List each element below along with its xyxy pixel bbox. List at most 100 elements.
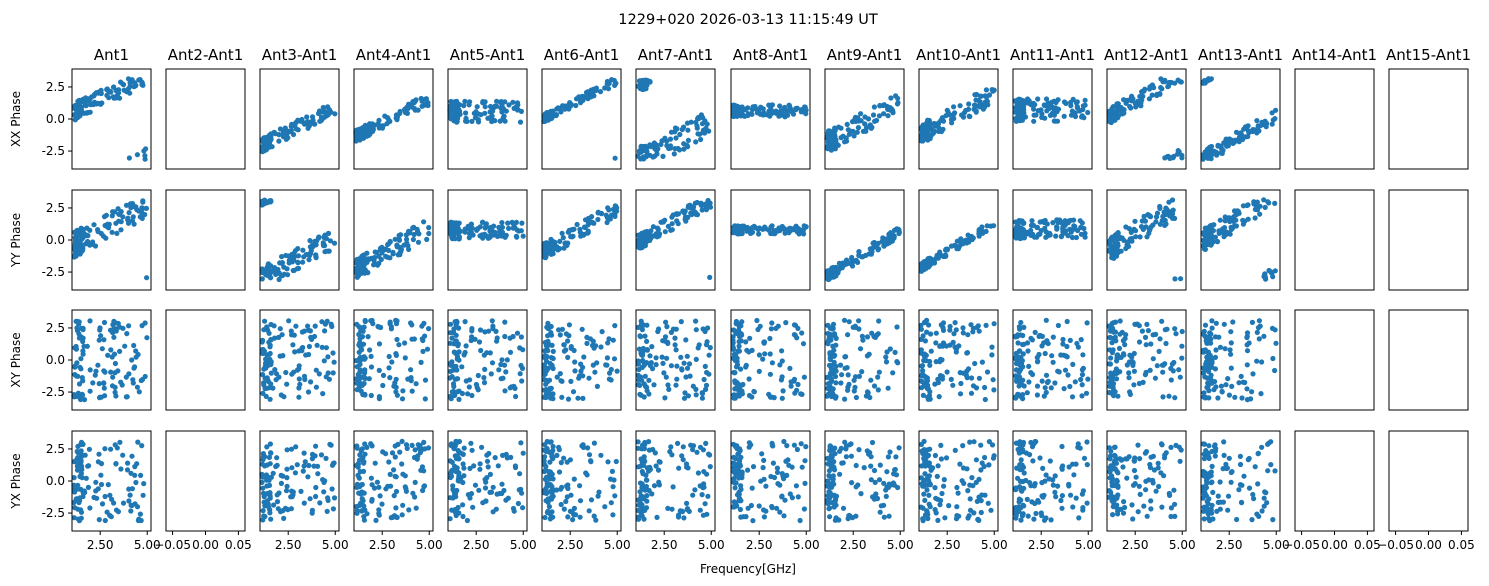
scatter-point (684, 365, 691, 371)
scatter-point (825, 276, 831, 282)
scatter-point (399, 512, 405, 518)
scatter-point (1254, 118, 1260, 124)
scatter-point (1049, 99, 1055, 105)
scatter-point (520, 233, 526, 239)
scatter-point (499, 102, 505, 109)
scatter-point (653, 231, 659, 237)
scatter-point (827, 355, 833, 361)
y-tick-label: 0.0 (46, 112, 65, 126)
scatter-point (416, 231, 422, 237)
scatter-point (951, 331, 957, 337)
scatter-point (965, 332, 971, 338)
scatter-point (825, 145, 831, 151)
scatter-point (1223, 138, 1229, 144)
scatter-point (924, 317, 930, 323)
figure-suptitle: 1229+020 2026-03-13 11:15:49 UT (618, 12, 878, 28)
scatter-point (454, 113, 461, 119)
scatter-point (667, 145, 673, 151)
scatter-point (426, 326, 432, 332)
scatter-point (492, 118, 498, 124)
scatter-point (494, 98, 500, 104)
scatter-point (642, 333, 648, 339)
scatter-point (120, 500, 127, 506)
scatter-point (118, 227, 124, 233)
scatter-point (91, 222, 97, 228)
scatter-point (960, 241, 966, 247)
scatter-point (81, 343, 87, 349)
scatter-point (1115, 233, 1121, 239)
scatter-point (683, 218, 689, 224)
scatter-point (893, 93, 899, 99)
scatter-point (828, 376, 834, 382)
scatter-panel: 2.50 5.00 (353, 430, 443, 552)
scatter-point (1042, 115, 1048, 121)
scatter-point (71, 246, 77, 252)
scatter-point (462, 319, 468, 325)
scatter-point (325, 104, 331, 110)
scatter-point (460, 513, 466, 520)
scatter-point (1205, 155, 1211, 161)
scatter-point (673, 382, 679, 388)
scatter-point (1142, 334, 1149, 340)
scatter-point (1064, 354, 1070, 360)
axes-frame (635, 189, 716, 291)
scatter-panel (1012, 68, 1093, 170)
scatter-point (305, 389, 312, 395)
scatter-point (663, 319, 669, 325)
scatter-point (885, 385, 891, 391)
scatter-point (792, 390, 798, 396)
scatter-point (278, 273, 284, 279)
scatter-point (316, 371, 322, 377)
scatter-point (1160, 394, 1166, 400)
scatter-point (460, 461, 466, 467)
axes-frame (824, 189, 905, 291)
scatter-point (475, 372, 481, 379)
scatter-point (865, 116, 872, 122)
column-title: Ant1 (94, 46, 129, 64)
scatter-point (1080, 352, 1086, 358)
scatter-point (832, 373, 839, 380)
scatter-point (950, 339, 956, 345)
scatter-point (1219, 389, 1225, 395)
scatter-point (1055, 322, 1061, 329)
scatter-point (749, 394, 755, 400)
column-title: Ant9-Ant1 (827, 46, 902, 64)
scatter-point (476, 487, 482, 493)
scatter-point (1172, 276, 1178, 282)
scatter-point (478, 347, 484, 354)
scatter-point (603, 362, 609, 368)
scatter-point (78, 356, 84, 362)
scatter-point (796, 226, 802, 232)
scatter-point (594, 383, 601, 389)
scatter-point (1214, 239, 1221, 245)
scatter-point (839, 372, 845, 378)
scatter-point (570, 517, 576, 523)
scatter-point (139, 205, 145, 211)
scatter-point (1062, 229, 1068, 236)
scatter-point (1270, 355, 1276, 362)
scatter-point (413, 505, 419, 511)
scatter-point (746, 349, 752, 355)
scatter-point (317, 118, 323, 124)
scatter-point (644, 322, 650, 328)
scatter-point (952, 320, 958, 326)
scatter-point (449, 389, 455, 395)
scatter-point (1043, 96, 1050, 102)
scatter-point (1204, 363, 1210, 369)
scatter-point (96, 381, 102, 387)
scatter-point (668, 363, 675, 369)
scatter-point (317, 500, 323, 506)
scatter-point (1164, 326, 1170, 332)
scatter-panel: 2.50.0-2.52.50 5.00 (42, 430, 161, 552)
scatter-point (663, 374, 669, 380)
scatter-point (510, 99, 516, 105)
scatter-point (128, 470, 134, 476)
scatter-point (1078, 337, 1084, 343)
scatter-panel (541, 189, 622, 291)
scatter-point (694, 199, 700, 206)
scatter-point (450, 330, 456, 336)
scatter-point (800, 109, 806, 115)
scatter-point (483, 498, 489, 504)
scatter-point (593, 343, 599, 349)
scatter-point (368, 318, 374, 324)
